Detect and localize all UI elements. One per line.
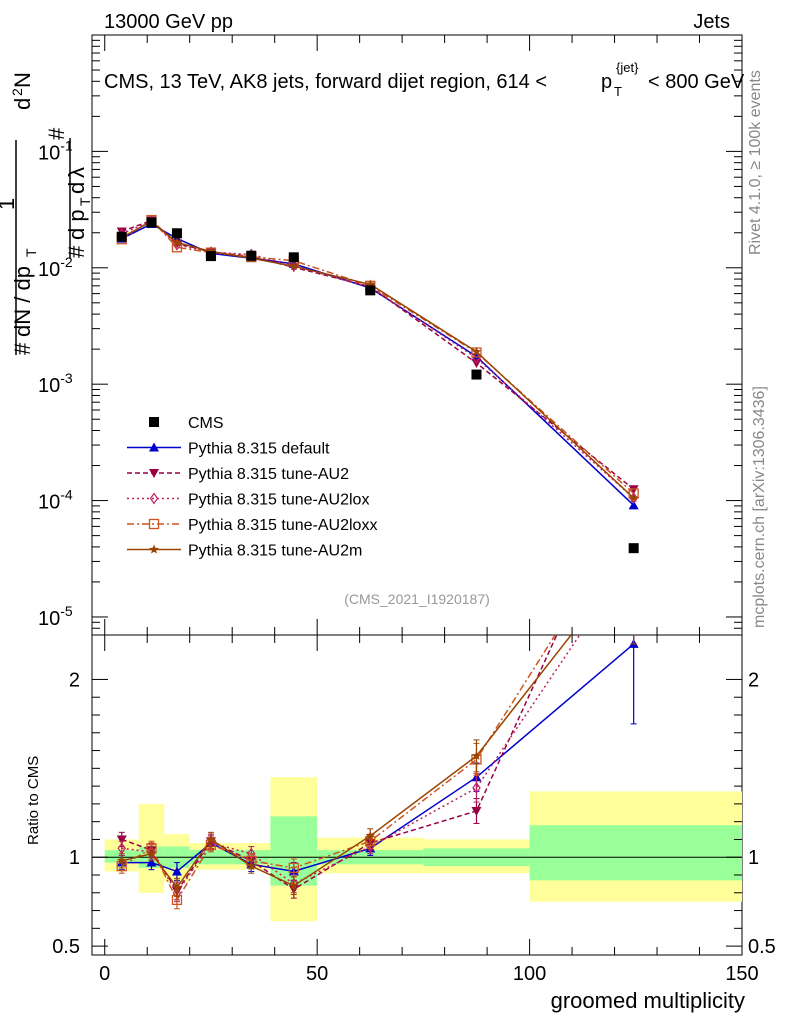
ratio-series-group bbox=[116, 462, 639, 910]
point-au2 bbox=[628, 485, 639, 495]
x-axis-label: groomed multiplicity bbox=[551, 988, 745, 1013]
legend-marker-default bbox=[149, 442, 159, 452]
y-tick-label: 10-2 bbox=[38, 254, 73, 281]
y-tick-label: 10-5 bbox=[38, 603, 73, 630]
x-tick-label: 0 bbox=[99, 963, 110, 985]
analysis-id: (CMS_2021_I1920187) bbox=[344, 591, 490, 607]
svg-text:d: d bbox=[64, 182, 89, 194]
point-cms bbox=[205, 251, 216, 262]
point-cms bbox=[146, 217, 157, 228]
plot-title-pt-sup: {jet} bbox=[616, 60, 639, 75]
ratio-point-au2 bbox=[116, 835, 127, 845]
point-cms bbox=[171, 228, 182, 239]
ratio-point-au2 bbox=[471, 807, 482, 816]
point-cms bbox=[365, 285, 376, 296]
point-au2m bbox=[289, 261, 299, 271]
ratio-point-au2lox bbox=[472, 781, 481, 794]
legend-marker-au2 bbox=[149, 469, 159, 478]
point-cms bbox=[246, 250, 257, 261]
y-tick-label: 10-4 bbox=[38, 487, 73, 514]
band-inner bbox=[529, 825, 742, 881]
svg-text:#: # bbox=[10, 342, 35, 355]
svg-text:T: T bbox=[77, 197, 93, 206]
svg-text:d p: d p bbox=[64, 209, 89, 240]
svg-text:N: N bbox=[10, 72, 35, 88]
ratio-point-au2m bbox=[471, 750, 482, 760]
ratio-y-label: Ratio to CMS bbox=[25, 756, 42, 845]
y-tick-label: 10-1 bbox=[38, 137, 73, 164]
ratio-axes: 0 50 100 150 0.5 0.5 1 1 2 2 bbox=[52, 635, 776, 985]
svg-text:2: 2 bbox=[9, 88, 25, 96]
svg-text:T: T bbox=[23, 248, 39, 257]
ratio-point-au2 bbox=[629, 462, 639, 471]
rivet-version-label: Rivet 4.1.0, ≥ 100k events bbox=[747, 70, 764, 255]
x-tick-label: 150 bbox=[725, 963, 758, 985]
legend-label-au2lox: Pythia 8.315 tune-AU2lox bbox=[188, 492, 369, 509]
legend-label-cms: CMS bbox=[188, 415, 224, 432]
series-line-default bbox=[121, 223, 635, 506]
header-right: Jets bbox=[693, 11, 730, 33]
point-au2m bbox=[471, 346, 482, 356]
svg-text:λ: λ bbox=[64, 167, 89, 178]
ratio-y-tick-label: 2 bbox=[69, 669, 80, 691]
ratio-point-au2lox bbox=[366, 840, 375, 853]
plot-title: CMS, 13 TeV, AK8 jets, forward dijet reg… bbox=[104, 60, 745, 99]
ratio-point-default bbox=[146, 857, 157, 867]
ratio-point-au2m bbox=[289, 880, 299, 890]
ratio-y-tick-label: 0.5 bbox=[748, 936, 776, 958]
point-cms bbox=[628, 543, 639, 554]
ratio-point-au2m bbox=[172, 882, 182, 892]
x-tick-label: 50 bbox=[306, 963, 328, 985]
main-series-group bbox=[116, 214, 639, 554]
ratio-y-tick-label: 1 bbox=[748, 847, 759, 869]
ratio-y-tick-label: 0.5 bbox=[52, 936, 80, 958]
ratio-point-au2m bbox=[246, 861, 257, 871]
y-axis-label-main: # dN / dp T 1 # d p T d λ # d 2 N bbox=[0, 72, 93, 355]
ratio-point-au2m bbox=[365, 830, 375, 840]
legend: CMS Pythia 8.315 default Pythia 8.315 tune… bbox=[127, 415, 377, 560]
point-au2m bbox=[206, 246, 216, 256]
point-au2m bbox=[628, 493, 639, 503]
legend-marker-au2lox bbox=[149, 492, 159, 505]
svg-text:1: 1 bbox=[0, 198, 19, 210]
point-cms bbox=[288, 252, 299, 263]
legend-marker-cms bbox=[149, 417, 159, 427]
main-x-ticks bbox=[104, 35, 743, 635]
point-default bbox=[471, 351, 482, 361]
ratio-point-default bbox=[171, 866, 182, 876]
point-au2lox bbox=[472, 351, 481, 365]
ratio-y-tick-label: 1 bbox=[69, 847, 80, 869]
legend-marker-au2m bbox=[149, 544, 159, 554]
point-cms bbox=[471, 369, 482, 380]
ratio-point-au2m bbox=[146, 848, 157, 858]
ratio-point-au2m bbox=[117, 855, 127, 865]
svg-text:#: # bbox=[44, 127, 69, 140]
mcplots-reference-label: mcplots.cern.ch [arXiv:1306.3436] bbox=[751, 386, 768, 628]
point-au2m bbox=[172, 237, 182, 247]
svg-text:dN / dp: dN / dp bbox=[10, 266, 35, 337]
svg-text:d: d bbox=[10, 98, 35, 110]
ratio-point-au2m bbox=[206, 834, 216, 844]
plot-title-text: CMS, 13 TeV, AK8 jets, forward dijet reg… bbox=[104, 71, 547, 93]
plot-title-pt-sub: T bbox=[614, 84, 622, 99]
plot-title-pt: p bbox=[601, 71, 612, 93]
header-left: 13000 GeV pp bbox=[104, 11, 233, 33]
main-y-axis: 10-5 10-4 10-3 10-2 10-1 bbox=[38, 34, 742, 636]
legend-marker-au2loxx bbox=[148, 518, 160, 530]
legend-label-au2loxx: Pythia 8.315 tune-AU2loxx bbox=[188, 517, 377, 534]
ratio-uncertainty-bands bbox=[104, 777, 742, 922]
point-cms bbox=[116, 231, 127, 242]
point-default bbox=[628, 500, 639, 510]
legend-label-au2m: Pythia 8.315 tune-AU2m bbox=[188, 543, 362, 560]
legend-label-au2: Pythia 8.315 tune-AU2 bbox=[188, 466, 349, 483]
series-line-au2lox bbox=[121, 220, 635, 499]
point-au2lox bbox=[289, 259, 299, 272]
legend-label-default: Pythia 8.315 default bbox=[188, 441, 330, 458]
ratio-y-tick-label: 2 bbox=[748, 669, 759, 691]
y-tick-label: 10-3 bbox=[38, 370, 73, 397]
x-tick-label: 100 bbox=[513, 963, 546, 985]
ratio-point-au2loxx bbox=[288, 862, 299, 874]
plot-title-end: < 800 GeV bbox=[648, 71, 745, 93]
